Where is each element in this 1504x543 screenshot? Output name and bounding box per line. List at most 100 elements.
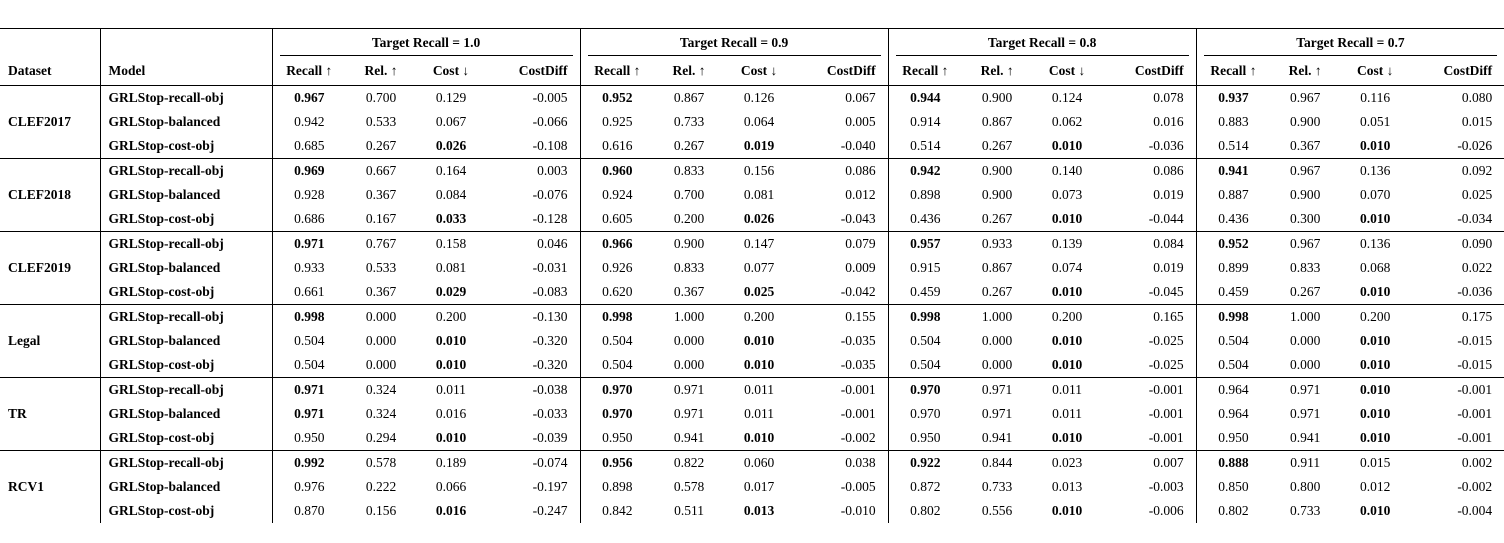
costdiff-cell: 0.002 [1410, 450, 1504, 475]
cost-cell: 0.129 [435, 90, 467, 105]
recall-cell: 0.802 [910, 503, 941, 518]
costdiff-cell: 0.155 [794, 304, 889, 329]
rel-header: Rel. ↑ [1270, 56, 1341, 86]
recall-cell: 0.514 [1218, 138, 1249, 153]
costdiff-cell: -0.001 [1102, 426, 1197, 451]
cost-header: Cost ↓ [1340, 56, 1411, 86]
rel-cell: 0.000 [365, 333, 397, 348]
cost-cell: 0.033 [435, 211, 467, 226]
costdiff-cell: -0.044 [1102, 207, 1197, 232]
recall-cell: 0.802 [1218, 503, 1249, 518]
rel-cell: 0.267 [1289, 284, 1321, 299]
group-label: Target Recall = 0.7 [1296, 34, 1405, 50]
cost-cell: 0.010 [435, 430, 467, 445]
recall-header: Recall ↑ [1196, 56, 1271, 86]
costdiff-cell: -0.001 [794, 377, 889, 402]
recall-header: Recall ↑ [580, 56, 655, 86]
recall-cell: 0.967 [294, 90, 325, 105]
dataset-cell: CLEF2019 [0, 231, 101, 305]
group-header-recall-0.9: Target Recall = 0.9 [580, 28, 889, 56]
data-row: GRLStop-cost-obj 0.686 0.167 0.033 -0.128 0.6… [0, 207, 1504, 232]
rel-cell: 0.200 [673, 211, 705, 226]
rel-cell: 0.367 [673, 284, 705, 299]
costdiff-cell: 0.086 [794, 158, 889, 183]
recall-cell: 0.504 [602, 333, 633, 348]
rel-cell: 1.000 [1270, 304, 1341, 329]
cost-cell: 0.010 [1051, 357, 1083, 372]
cost-cell: 0.010 [435, 333, 467, 348]
rel-cell: 0.900 [981, 90, 1013, 105]
rel-cell: 0.833 [654, 158, 725, 183]
rel-cell: 0.533 [365, 114, 397, 129]
data-row: GRLStop-cost-obj 0.661 0.367 0.029 -0.083 0.6… [0, 280, 1504, 305]
rel-cell: 0.971 [654, 377, 725, 402]
rel-cell: 0.324 [365, 406, 397, 421]
costdiff-cell: -0.076 [486, 183, 581, 207]
costdiff-cell: 0.080 [1461, 90, 1493, 105]
rel-cell: 0.300 [1289, 211, 1321, 226]
costdiff-cell: -0.320 [486, 329, 581, 353]
cost-cell: 0.010 [1051, 503, 1083, 518]
cost-cell: 0.084 [435, 187, 467, 202]
rel-cell: 0.800 [1289, 479, 1321, 494]
costdiff-cell: -0.031 [486, 256, 581, 280]
recall-cell: 0.971 [272, 231, 346, 256]
rel-cell: 0.556 [981, 503, 1013, 518]
cost-cell: 0.010 [1340, 377, 1411, 402]
rel-cell: 1.000 [962, 304, 1033, 329]
costdiff-cell: -0.074 [486, 450, 581, 475]
rel-cell: 0.156 [365, 503, 397, 518]
model-cell: GRLStop-cost-obj [100, 426, 273, 451]
rel-cell: 0.971 [962, 377, 1033, 402]
costdiff-cell: 0.079 [794, 231, 889, 256]
model-header: Model [100, 56, 273, 86]
recall-cell: 0.870 [294, 503, 325, 518]
data-row: CLEF2019 GRLStop-recall-obj 0.971 0.767 0.15… [0, 231, 1504, 305]
costdiff-cell: -0.001 [794, 402, 889, 426]
costdiff-cell: -0.035 [794, 329, 889, 353]
costdiff-cell: -0.001 [1457, 406, 1493, 421]
costdiff-cell: 0.084 [1102, 231, 1197, 256]
cost-cell: 0.010 [1359, 211, 1391, 226]
cost-cell: 0.066 [435, 479, 467, 494]
cost-cell: 0.026 [743, 211, 775, 226]
recall-cell: 0.685 [294, 138, 325, 153]
model-cell: GRLStop-recall-obj [100, 304, 273, 329]
recall-cell: 0.957 [888, 231, 963, 256]
cost-cell: 0.139 [1032, 231, 1103, 256]
model-cell: GRLStop-recall-obj [100, 85, 273, 110]
cost-cell: 0.073 [1051, 187, 1083, 202]
rel-cell: 0.222 [365, 479, 397, 494]
recall-cell: 0.504 [602, 357, 633, 372]
costdiff-cell: -0.026 [1457, 138, 1493, 153]
costdiff-header: CostDiff [1102, 56, 1197, 86]
rel-cell: 0.267 [673, 138, 705, 153]
model-cell: GRLStop-cost-obj [100, 499, 273, 523]
cost-cell: 0.013 [1051, 479, 1083, 494]
cost-cell: 0.029 [435, 284, 467, 299]
cost-cell: 0.124 [1051, 90, 1083, 105]
cost-cell: 0.010 [1359, 357, 1391, 372]
data-row: GRLStop-cost-obj 0.950 0.294 0.010 -0.039 0.9… [0, 426, 1504, 451]
costdiff-cell: -0.042 [794, 280, 889, 305]
recall-cell: 0.605 [602, 211, 633, 226]
cost-cell: 0.140 [1032, 158, 1103, 183]
recall-cell: 0.504 [294, 357, 325, 372]
cost-cell: 0.070 [1359, 187, 1391, 202]
cost-cell: 0.010 [1359, 138, 1391, 153]
cost-cell: 0.200 [1032, 304, 1103, 329]
cost-cell: 0.062 [1051, 114, 1083, 129]
cost-cell: 0.060 [724, 450, 795, 475]
cost-cell: 0.136 [1340, 231, 1411, 256]
recall-cell: 0.504 [910, 333, 941, 348]
costdiff-cell: -0.036 [1102, 134, 1197, 159]
rel-cell: 0.700 [365, 90, 397, 105]
rel-cell: 0.511 [674, 503, 704, 518]
cost-cell: 0.068 [1359, 260, 1391, 275]
rel-cell: 0.000 [981, 357, 1013, 372]
cost-cell: 0.200 [416, 304, 486, 329]
rel-cell: 0.941 [673, 430, 705, 445]
rel-cell: 0.000 [673, 357, 705, 372]
data-row: GRLStop-balanced 0.971 0.324 0.016 -0.033 0.9… [0, 402, 1504, 426]
recall-cell: 0.956 [580, 450, 655, 475]
